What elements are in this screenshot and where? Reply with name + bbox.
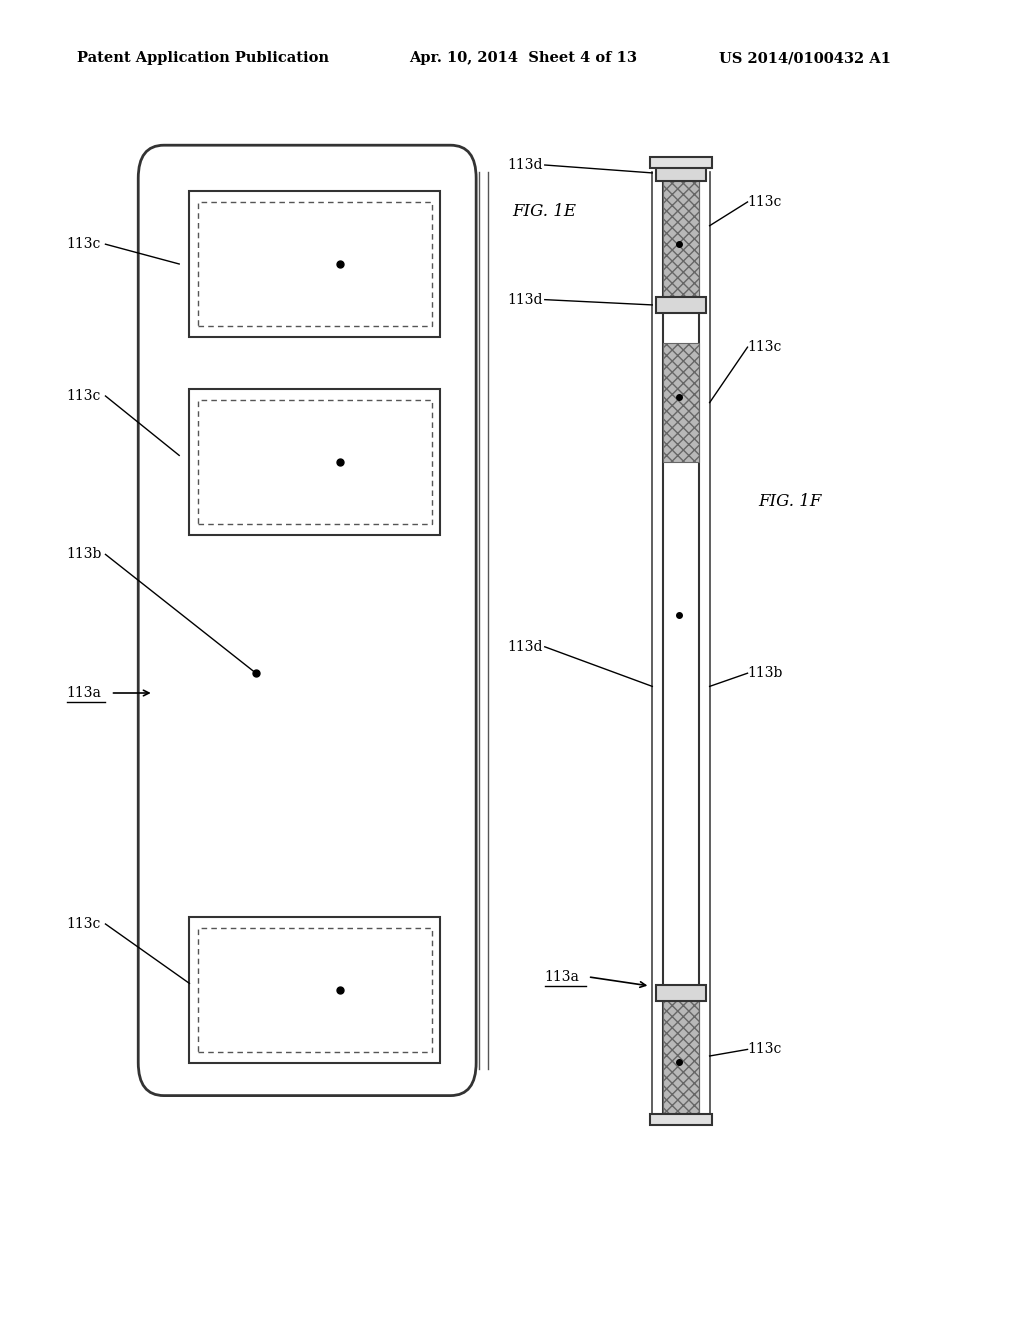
FancyBboxPatch shape — [138, 145, 476, 1096]
Bar — [198, 928, 432, 1052]
Bar — [198, 400, 432, 524]
Bar — [656, 297, 706, 313]
Text: 113c: 113c — [748, 341, 782, 354]
Text: 113b: 113b — [67, 548, 102, 561]
Text: US 2014/0100432 A1: US 2014/0100432 A1 — [719, 51, 891, 65]
Text: 113c: 113c — [67, 238, 101, 251]
Bar — [663, 178, 699, 297]
Text: 113d: 113d — [507, 293, 543, 306]
Text: Apr. 10, 2014  Sheet 4 of 13: Apr. 10, 2014 Sheet 4 of 13 — [410, 51, 638, 65]
Text: 113c: 113c — [748, 1043, 782, 1056]
Bar — [663, 172, 699, 1115]
Text: 113b: 113b — [748, 667, 783, 680]
Text: 113c: 113c — [67, 917, 101, 931]
Bar — [656, 985, 706, 1001]
Text: 113d: 113d — [507, 640, 543, 653]
Bar — [198, 202, 432, 326]
Bar — [650, 157, 712, 168]
Text: 113a: 113a — [545, 970, 580, 983]
Text: 113c: 113c — [67, 389, 101, 403]
Bar — [189, 917, 440, 1063]
Bar — [189, 191, 440, 337]
Text: FIG. 1F: FIG. 1F — [758, 494, 821, 510]
Bar — [656, 165, 706, 181]
Text: 113c: 113c — [748, 195, 782, 209]
Bar — [663, 343, 699, 462]
Text: 113a: 113a — [67, 686, 101, 700]
Bar — [663, 997, 699, 1115]
Bar — [189, 389, 440, 535]
Text: 113d: 113d — [507, 158, 543, 172]
Text: FIG. 1E: FIG. 1E — [512, 203, 575, 219]
Bar — [650, 1114, 712, 1125]
Text: Patent Application Publication: Patent Application Publication — [77, 51, 329, 65]
